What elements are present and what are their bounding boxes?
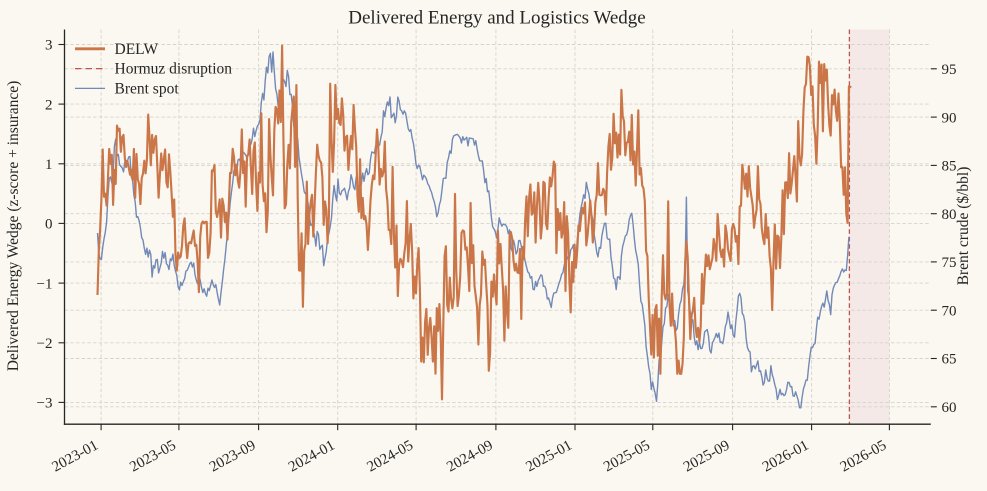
svg-text:−2: −2 (37, 336, 53, 352)
svg-text:Hormuz disruption: Hormuz disruption (115, 61, 233, 78)
svg-text:95: 95 (942, 62, 957, 78)
svg-text:2: 2 (45, 97, 53, 113)
svg-text:80: 80 (942, 207, 957, 223)
svg-text:0: 0 (45, 217, 53, 233)
svg-text:Brent crude ($/bbl): Brent crude ($/bbl) (955, 167, 972, 286)
svg-text:Brent spot: Brent spot (115, 80, 180, 97)
svg-text:60: 60 (942, 400, 957, 416)
svg-text:65: 65 (942, 352, 957, 368)
svg-text:3: 3 (45, 38, 53, 54)
svg-text:70: 70 (942, 303, 957, 319)
svg-text:1: 1 (45, 157, 53, 173)
svg-text:85: 85 (942, 159, 957, 175)
svg-text:−1: −1 (37, 276, 53, 292)
svg-text:−3: −3 (37, 396, 53, 412)
svg-text:DELW: DELW (115, 41, 159, 58)
svg-text:Delivered Energy Wedge (z-scor: Delivered Energy Wedge (z-score + insura… (5, 81, 22, 372)
svg-text:75: 75 (942, 255, 957, 271)
svg-text:90: 90 (942, 110, 957, 126)
svg-text:Delivered Energy and Logistics: Delivered Energy and Logistics Wedge (348, 8, 645, 29)
